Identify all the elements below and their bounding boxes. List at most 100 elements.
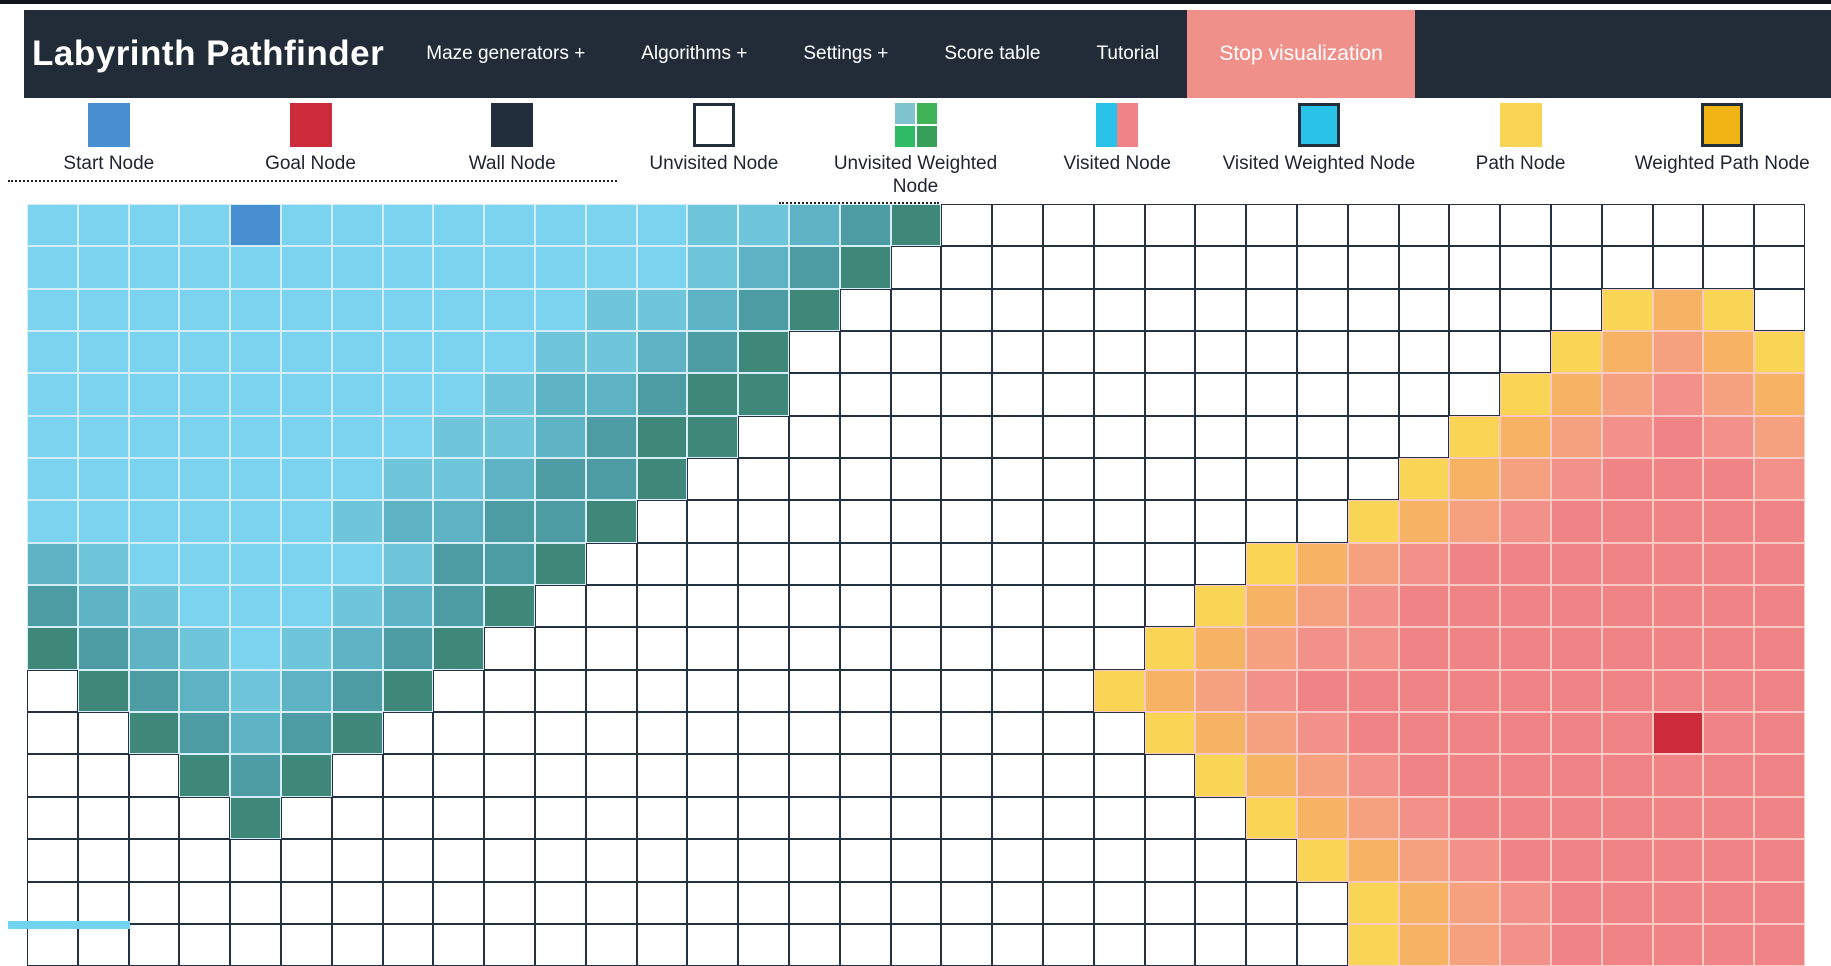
grid-cell[interactable]	[941, 204, 993, 247]
nav-item-settings[interactable]: Settings +	[803, 43, 889, 64]
grid-cell[interactable]	[77, 712, 129, 755]
grid-cell[interactable]	[1246, 881, 1297, 924]
grid-cell[interactable]	[1500, 839, 1551, 882]
grid-cell[interactable]	[128, 669, 180, 713]
grid-cell[interactable]	[1449, 585, 1501, 628]
grid-cell[interactable]	[1296, 923, 1348, 966]
grid-cell[interactable]	[788, 288, 840, 332]
grid-cell[interactable]	[230, 796, 281, 840]
grid-cell[interactable]	[1296, 288, 1348, 332]
grid-cell[interactable]	[1449, 373, 1501, 416]
grid-cell[interactable]	[1652, 796, 1704, 840]
grid-cell[interactable]	[1754, 331, 1805, 374]
grid-cell[interactable]	[1703, 881, 1755, 924]
grid-cell[interactable]	[1093, 627, 1145, 670]
grid-cell[interactable]	[1398, 754, 1450, 797]
grid-cell[interactable]	[941, 712, 993, 755]
grid-cell[interactable]	[1296, 500, 1348, 543]
grid-cell[interactable]	[585, 669, 637, 713]
grid-cell[interactable]	[1652, 331, 1704, 374]
grid-cell[interactable]	[1703, 923, 1755, 966]
grid-cell[interactable]	[1550, 585, 1602, 628]
grid-cell[interactable]	[1754, 246, 1805, 289]
grid-cell[interactable]	[1703, 500, 1755, 543]
grid-cell[interactable]	[788, 923, 840, 966]
grid-cell[interactable]	[1144, 246, 1196, 289]
grid-cell[interactable]	[280, 881, 332, 924]
grid-cell[interactable]	[484, 585, 535, 628]
grid-cell[interactable]	[1144, 585, 1196, 628]
grid-cell[interactable]	[1144, 331, 1196, 374]
grid-cell[interactable]	[1500, 669, 1551, 713]
grid-cell[interactable]	[1144, 796, 1196, 840]
grid-cell[interactable]	[585, 415, 637, 459]
grid-cell[interactable]	[484, 331, 535, 374]
grid-cell[interactable]	[585, 923, 637, 966]
grid-cell[interactable]	[27, 585, 78, 628]
grid-cell[interactable]	[1347, 712, 1399, 755]
grid-cell[interactable]	[1500, 754, 1551, 797]
grid-cell[interactable]	[27, 839, 78, 882]
grid-cell[interactable]	[636, 669, 688, 713]
grid-cell[interactable]	[1754, 204, 1805, 247]
grid-cell[interactable]	[1449, 881, 1501, 924]
grid-cell[interactable]	[27, 796, 78, 840]
grid-cell[interactable]	[1550, 923, 1602, 966]
grid-cell[interactable]	[382, 585, 434, 628]
grid-cell[interactable]	[1398, 246, 1450, 289]
grid-cell[interactable]	[839, 881, 891, 924]
grid-cell[interactable]	[331, 500, 383, 543]
grid-cell[interactable]	[433, 585, 485, 628]
grid-cell[interactable]	[1144, 415, 1196, 459]
grid-cell[interactable]	[941, 839, 993, 882]
grid-cell[interactable]	[1347, 585, 1399, 628]
grid-cell[interactable]	[484, 542, 535, 586]
grid-cell[interactable]	[636, 627, 688, 670]
grid-cell[interactable]	[179, 669, 231, 713]
nav-item-score-table[interactable]: Score table	[944, 43, 1041, 64]
grid-cell[interactable]	[1296, 458, 1348, 501]
grid-cell[interactable]	[77, 415, 129, 459]
grid-cell[interactable]	[687, 669, 739, 713]
grid-cell[interactable]	[1652, 542, 1704, 586]
grid-cell[interactable]	[687, 204, 739, 247]
grid-cell[interactable]	[1246, 839, 1297, 882]
grid-cell[interactable]	[77, 373, 129, 416]
grid-cell[interactable]	[1246, 796, 1297, 840]
grid-cell[interactable]	[331, 246, 383, 289]
grid-cell[interactable]	[433, 669, 485, 713]
grid-cell[interactable]	[1347, 796, 1399, 840]
grid-cell[interactable]	[1093, 204, 1145, 247]
grid-cell[interactable]	[1042, 246, 1094, 289]
grid-cell[interactable]	[1550, 458, 1602, 501]
grid-cell[interactable]	[179, 288, 231, 332]
grid-cell[interactable]	[941, 415, 993, 459]
grid-cell[interactable]	[1042, 669, 1094, 713]
grid-cell[interactable]	[1449, 246, 1501, 289]
grid-cell[interactable]	[839, 331, 891, 374]
grid-cell[interactable]	[636, 923, 688, 966]
grid-cell[interactable]	[1144, 288, 1196, 332]
grid-cell[interactable]	[27, 373, 78, 416]
grid-cell[interactable]	[738, 712, 789, 755]
grid-cell[interactable]	[941, 542, 993, 586]
grid-cell[interactable]	[788, 881, 840, 924]
grid-cell[interactable]	[1398, 415, 1450, 459]
grid-cell[interactable]	[992, 288, 1043, 332]
grid-cell[interactable]	[839, 204, 891, 247]
grid-cell[interactable]	[484, 627, 535, 670]
grid-cell[interactable]	[1703, 585, 1755, 628]
grid-cell[interactable]	[1449, 500, 1501, 543]
grid-cell[interactable]	[230, 712, 281, 755]
grid-cell[interactable]	[839, 923, 891, 966]
grid-cell[interactable]	[1246, 923, 1297, 966]
grid-cell[interactable]	[1093, 373, 1145, 416]
grid-cell[interactable]	[992, 796, 1043, 840]
grid-cell[interactable]	[1500, 331, 1551, 374]
grid-cell[interactable]	[687, 881, 739, 924]
grid-cell[interactable]	[27, 627, 78, 670]
grid-cell[interactable]	[585, 542, 637, 586]
grid-cell[interactable]	[27, 881, 78, 924]
grid-cell[interactable]	[1652, 373, 1704, 416]
grid-cell[interactable]	[179, 839, 231, 882]
